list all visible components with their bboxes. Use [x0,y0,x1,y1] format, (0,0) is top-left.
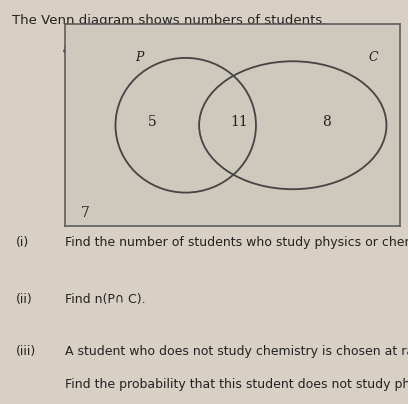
Text: (i): (i) [16,236,29,249]
Text: A student who does not study chemistry is chosen at random.: A student who does not study chemistry i… [65,345,408,358]
Text: ε: ε [63,42,71,57]
Text: 5: 5 [148,115,157,129]
Text: 11: 11 [231,115,248,129]
Text: C: C [368,51,378,64]
Text: 8: 8 [322,115,330,129]
Text: 7: 7 [81,206,90,220]
Text: Find the number of students who study physics or chemistry.: Find the number of students who study ph… [65,236,408,249]
Text: The Venn diagram shows numbers of students.: The Venn diagram shows numbers of studen… [12,14,327,27]
Text: Find n(P∩ C).: Find n(P∩ C). [65,293,146,306]
Text: Find the probability that this student does not study physics.: Find the probability that this student d… [65,378,408,391]
Text: (iii): (iii) [16,345,37,358]
Text: (ii): (ii) [16,293,33,306]
Text: P: P [135,51,143,64]
